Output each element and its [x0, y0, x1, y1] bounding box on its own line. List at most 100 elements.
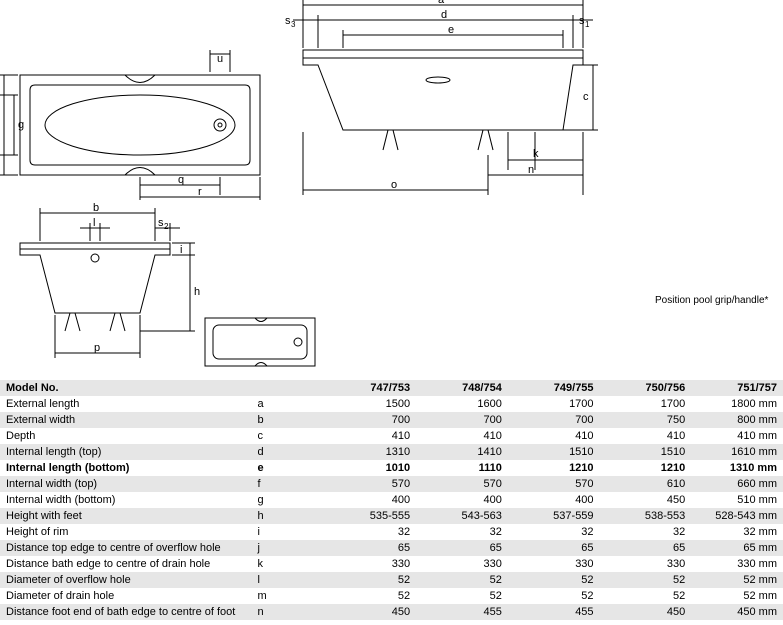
- table-row: Internal length (bottom)e101011101210121…: [0, 460, 783, 476]
- row-value: 1310: [324, 444, 416, 460]
- row-value: 32: [416, 524, 508, 540]
- row-label: Height with feet: [0, 508, 252, 524]
- row-label: Distance foot end of bath edge to centre…: [0, 604, 252, 620]
- header-model: Model No.: [0, 380, 252, 396]
- row-symbol: b: [252, 412, 325, 428]
- row-label: Internal length (top): [0, 444, 252, 460]
- svg-text:d: d: [441, 9, 447, 21]
- row-value: 1310 mm: [691, 460, 783, 476]
- row-value: 535-555: [324, 508, 416, 524]
- row-value: 660 mm: [691, 476, 783, 492]
- diagram-side-view: a d e s3 s1 c k n o: [283, 0, 603, 200]
- row-value: 410: [600, 428, 692, 444]
- svg-text:h: h: [194, 286, 200, 298]
- row-value: 510 mm: [691, 492, 783, 508]
- diagram-top-view: u f g q r: [0, 50, 280, 200]
- table-row: Internal width (top)f570570570610660 mm: [0, 476, 783, 492]
- header-v1: 747/753: [324, 380, 416, 396]
- table-row: Distance foot end of bath edge to centre…: [0, 604, 783, 620]
- row-value: 410: [508, 428, 600, 444]
- row-value: 65 mm: [691, 540, 783, 556]
- row-value: 52: [324, 572, 416, 588]
- row-value: 450: [600, 492, 692, 508]
- row-value: 1700: [600, 396, 692, 412]
- table-row: Diameter of overflow holel5252525252 mm: [0, 572, 783, 588]
- row-value: 410: [416, 428, 508, 444]
- row-value: 750: [600, 412, 692, 428]
- row-value: 570: [508, 476, 600, 492]
- diagram-handle-position: [203, 313, 318, 373]
- row-symbol: m: [252, 588, 325, 604]
- row-value: 800 mm: [691, 412, 783, 428]
- row-value: 400: [416, 492, 508, 508]
- row-value: 52: [416, 588, 508, 604]
- row-value: 1500: [324, 396, 416, 412]
- row-symbol: c: [252, 428, 325, 444]
- row-value: 52: [600, 572, 692, 588]
- table-row: Distance bath edge to centre of drain ho…: [0, 556, 783, 572]
- row-value: 52: [600, 588, 692, 604]
- row-value: 1210: [508, 460, 600, 476]
- row-value: 410 mm: [691, 428, 783, 444]
- row-value: 410: [324, 428, 416, 444]
- row-label: External width: [0, 412, 252, 428]
- row-value: 1110: [416, 460, 508, 476]
- row-symbol: i: [252, 524, 325, 540]
- svg-text:c: c: [583, 91, 589, 103]
- svg-text:a: a: [438, 0, 445, 6]
- header-sym: [252, 380, 325, 396]
- row-value: 1610 mm: [691, 444, 783, 460]
- table-row: Internal length (top)d131014101510151016…: [0, 444, 783, 460]
- row-value: 450 mm: [691, 604, 783, 620]
- row-value: 1210: [600, 460, 692, 476]
- row-symbol: k: [252, 556, 325, 572]
- svg-text:k: k: [533, 148, 539, 160]
- row-value: 400: [324, 492, 416, 508]
- row-value: 1600: [416, 396, 508, 412]
- row-value: 32: [324, 524, 416, 540]
- row-symbol: n: [252, 604, 325, 620]
- row-value: 537-559: [508, 508, 600, 524]
- row-value: 450: [600, 604, 692, 620]
- svg-text:o: o: [391, 179, 397, 191]
- row-label: Height of rim: [0, 524, 252, 540]
- row-label: Internal width (top): [0, 476, 252, 492]
- row-value: 65: [324, 540, 416, 556]
- row-value: 570: [324, 476, 416, 492]
- row-label: Internal width (bottom): [0, 492, 252, 508]
- row-value: 1700: [508, 396, 600, 412]
- header-v2: 748/754: [416, 380, 508, 396]
- svg-text:p: p: [94, 342, 100, 354]
- row-value: 65: [600, 540, 692, 556]
- svg-text:n: n: [528, 164, 534, 176]
- row-symbol: g: [252, 492, 325, 508]
- diagram-end-view: b l s2 i h p: [0, 203, 200, 373]
- row-value: 330: [508, 556, 600, 572]
- row-symbol: d: [252, 444, 325, 460]
- svg-text:b: b: [93, 203, 99, 214]
- row-value: 330: [324, 556, 416, 572]
- row-symbol: e: [252, 460, 325, 476]
- table-row: Height of rimi3232323232 mm: [0, 524, 783, 540]
- table-row: Internal width (bottom)g400400400450510 …: [0, 492, 783, 508]
- row-label: Diameter of overflow hole: [0, 572, 252, 588]
- row-value: 1510: [508, 444, 600, 460]
- svg-text:2: 2: [164, 222, 169, 231]
- row-value: 543-563: [416, 508, 508, 524]
- svg-text:u: u: [217, 53, 223, 65]
- table-body: External lengtha15001600170017001800 mmE…: [0, 396, 783, 620]
- row-value: 330: [600, 556, 692, 572]
- row-value: 52 mm: [691, 572, 783, 588]
- row-symbol: j: [252, 540, 325, 556]
- svg-text:q: q: [178, 174, 184, 186]
- row-symbol: l: [252, 572, 325, 588]
- handle-caption: Position pool grip/handle*: [655, 295, 768, 306]
- row-value: 32 mm: [691, 524, 783, 540]
- row-symbol: f: [252, 476, 325, 492]
- svg-text:r: r: [198, 186, 202, 198]
- row-value: 65: [508, 540, 600, 556]
- row-value: 52: [508, 588, 600, 604]
- row-value: 52: [324, 588, 416, 604]
- header-v4: 750/756: [600, 380, 692, 396]
- row-label: Distance top edge to centre of overflow …: [0, 540, 252, 556]
